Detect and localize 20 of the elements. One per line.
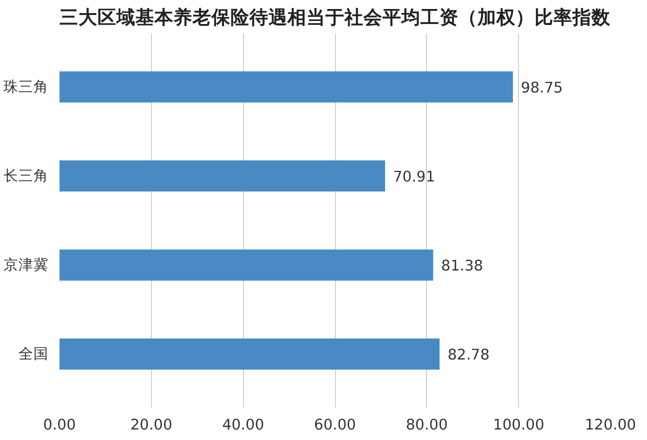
data-label: 98.75 (520, 79, 563, 96)
data-label: 81.38 (441, 258, 484, 275)
data-label: 82.78 (448, 346, 490, 364)
x-tick-label: 20.00 (130, 416, 172, 434)
bar (60, 338, 440, 370)
x-tick-label: 80.00 (406, 416, 448, 434)
chart-title: 三大区域基本养老保险待遇相当于社会平均工资（加权）比率指数 (60, 6, 612, 28)
bar (60, 71, 513, 103)
y-tick-label: 京津冀 (4, 256, 48, 274)
x-tick-label: 0.00 (43, 416, 76, 434)
bar (60, 160, 386, 192)
y-tick-label: 全国 (18, 346, 48, 363)
data-label: 70.91 (393, 168, 436, 186)
x-tick-label: 120.00 (584, 416, 636, 434)
x-tick-label: 100.00 (493, 416, 544, 434)
bar (60, 249, 434, 281)
y-tick-label: 珠三角 (4, 78, 48, 96)
x-tick-label: 40.00 (222, 416, 264, 434)
y-tick-label: 长三角 (4, 167, 48, 184)
x-tick-label: 60.00 (314, 416, 356, 434)
